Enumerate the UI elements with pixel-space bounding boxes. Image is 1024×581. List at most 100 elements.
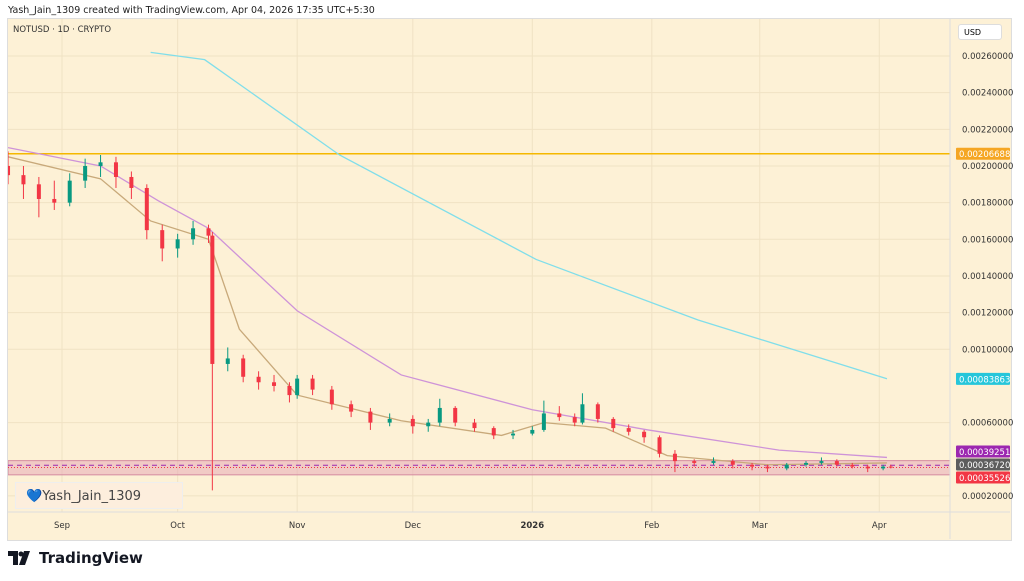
price-label-text: 0.00035526: [959, 474, 1010, 484]
candle-body: [52, 198, 57, 203]
candle-body: [113, 162, 118, 177]
candle-body: [784, 464, 789, 469]
price-label-text: 0.00039251: [959, 448, 1010, 458]
time-tick-label: Dec: [405, 521, 422, 531]
candle-body: [329, 389, 334, 405]
candle-body: [580, 404, 585, 423]
candle-body: [692, 461, 697, 463]
candle-body: [881, 466, 886, 469]
price-label-text: 0.00206688: [959, 150, 1010, 160]
candle-body: [225, 358, 230, 364]
watermark-text: Yash_Jain_1309: [42, 489, 142, 504]
currency-selector[interactable]: USD: [958, 24, 1002, 40]
candle-body: [765, 466, 770, 469]
candle-body: [287, 385, 292, 396]
blue-heart-icon: 💙: [26, 489, 43, 504]
candle-body: [36, 184, 41, 199]
moving-average-line: [8, 147, 888, 459]
candle-body: [210, 235, 215, 364]
price-tick-label: 0.00240000: [962, 89, 1013, 99]
price-tick-label: 0.00120000: [962, 309, 1013, 319]
candle-body: [21, 175, 26, 185]
candle-body: [530, 429, 535, 434]
candle-body: [453, 407, 458, 423]
plot-area: [8, 19, 950, 512]
candle-body: [160, 230, 165, 249]
candle-body: [310, 378, 315, 390]
price-tick-label: 0.00160000: [962, 235, 1013, 245]
candle-body: [611, 418, 616, 429]
candle-body: [256, 376, 261, 383]
price-label-badge: [956, 458, 1010, 471]
candle-body: [191, 228, 196, 240]
candle-body: [711, 461, 716, 463]
candle-body: [472, 422, 477, 429]
candle-body: [595, 404, 600, 419]
candle-body: [557, 413, 562, 418]
time-tick-label: Feb: [644, 521, 659, 531]
candle-body: [804, 462, 809, 465]
price-label-badge: [956, 445, 1010, 458]
candle-body: [642, 431, 647, 438]
symbol-label: NOTUSD · 1D · CRYPTO: [13, 25, 112, 35]
candle-body: [98, 162, 103, 166]
candle-body: [129, 176, 134, 188]
candle-body: [888, 466, 893, 468]
candle-body: [67, 180, 72, 203]
candle-body: [410, 418, 415, 427]
candle-body: [626, 428, 631, 432]
watermark: 💙Yash_Jain_1309: [15, 482, 183, 509]
price-tick-label: 0.00020000: [962, 492, 1013, 502]
candle-body: [272, 382, 277, 386]
candle-body: [437, 407, 442, 423]
price-label-badge: [956, 372, 1010, 385]
candle-body: [819, 461, 824, 463]
candle-body: [295, 378, 300, 396]
candle-body: [8, 165, 11, 176]
moving-average-line: [150, 51, 888, 380]
tradingview-logo[interactable]: TradingView: [8, 549, 143, 567]
candle-body: [850, 464, 855, 467]
candle-body: [206, 228, 211, 236]
price-tick-label: 0.00220000: [962, 125, 1013, 135]
time-tick-label: Mar: [752, 521, 769, 531]
chart-caption: Yash_Jain_1309 created with TradingView.…: [8, 5, 375, 16]
candle-body: [657, 437, 662, 454]
brand-name: TradingView: [39, 549, 143, 567]
time-tick-label: Apr: [872, 521, 887, 531]
chart-frame[interactable]: [7, 18, 1012, 541]
time-tick-label: Nov: [289, 521, 306, 531]
candle-body: [349, 404, 354, 412]
price-label-text: 0.00036720: [959, 461, 1010, 471]
price-tick-label: 0.00140000: [962, 272, 1013, 282]
candle-body: [387, 418, 392, 423]
candle-body: [541, 413, 546, 430]
price-label-text: 0.00083863: [959, 375, 1010, 385]
price-tick-label: 0.00180000: [962, 199, 1013, 209]
candle-body: [511, 433, 516, 436]
candle-body: [144, 187, 149, 231]
candle-body: [834, 461, 839, 465]
candle-body: [241, 358, 246, 377]
tradingview-logo-icon: [8, 551, 30, 565]
candle-body: [491, 428, 496, 436]
price-tick-label: 0.00200000: [962, 162, 1013, 172]
candle-body: [426, 422, 431, 427]
candle-body: [730, 461, 735, 465]
candle-body: [368, 411, 373, 423]
price-tick-label: 0.00100000: [962, 345, 1013, 355]
candle-body: [865, 466, 870, 469]
candle-body: [175, 239, 180, 249]
candle-body: [83, 165, 88, 181]
candle-body: [750, 464, 755, 467]
time-tick-label: 2026: [520, 521, 544, 531]
time-tick-label: Oct: [170, 521, 185, 531]
candle-body: [672, 453, 677, 462]
price-tick-label: 0.00260000: [962, 52, 1013, 62]
price-label-badge: [956, 471, 1010, 484]
moving-average-line: [8, 156, 887, 466]
candle-body: [572, 417, 577, 423]
time-tick-label: Sep: [54, 521, 70, 531]
price-label-badge: [956, 147, 1010, 160]
price-tick-label: 0.00060000: [962, 419, 1013, 429]
